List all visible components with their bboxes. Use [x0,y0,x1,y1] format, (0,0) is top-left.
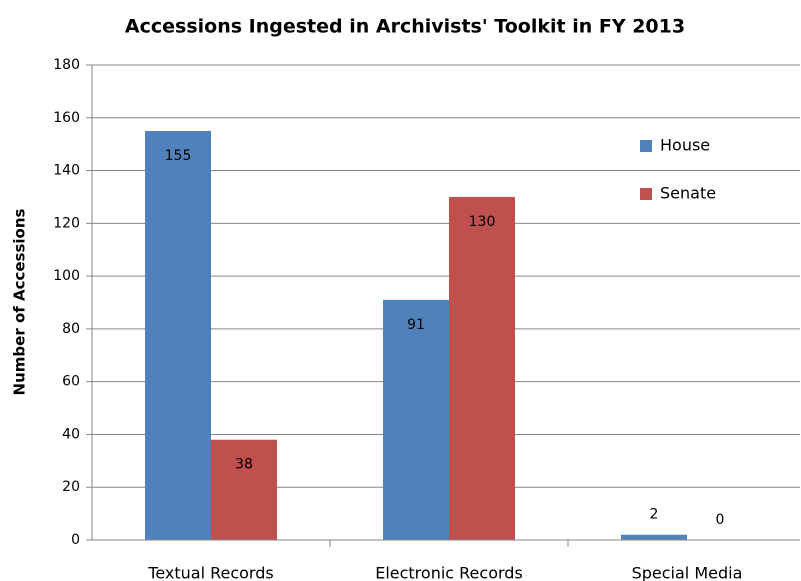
data-label: 2 [650,507,659,523]
bar [211,439,277,540]
y-tick-label: 80 [62,321,80,337]
y-tick-label: 120 [53,215,80,231]
data-label: 130 [469,214,496,230]
y-tick-label: 60 [62,374,80,390]
y-tick-label: 100 [53,268,80,284]
y-tick-label: 20 [62,479,80,495]
data-label: 38 [235,457,253,473]
legend-swatch [640,188,652,200]
y-tick-label: 0 [71,532,80,548]
data-label: 91 [407,317,425,333]
chart-title: Accessions Ingested in Archivists' Toolk… [125,16,685,38]
bar [621,534,687,540]
y-tick-label: 180 [53,57,80,73]
data-label: 0 [716,512,725,528]
y-axis-title: Number of Accessions [11,208,29,395]
x-tick-label: Special Media [632,564,743,581]
legend-swatch [640,140,652,152]
legend-label: Senate [660,184,716,203]
y-tick-label: 140 [53,163,80,179]
bar [449,196,515,540]
x-tick-label: Electronic Records [375,564,523,581]
y-tick-label: 40 [62,426,80,442]
x-tick-label: Textual Records [147,564,273,581]
y-tick-label: 160 [53,110,80,126]
bar [383,299,449,540]
data-label: 155 [165,148,192,164]
legend-label: House [660,136,710,155]
bar [145,130,211,540]
